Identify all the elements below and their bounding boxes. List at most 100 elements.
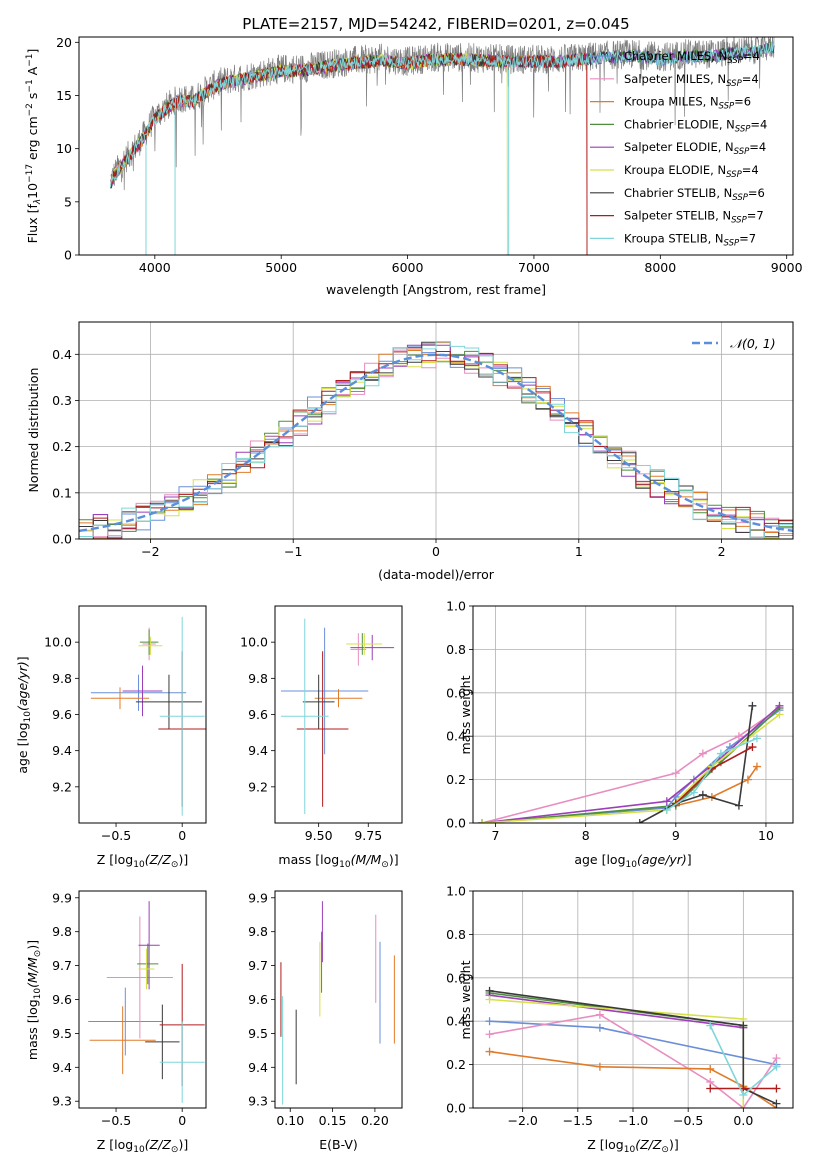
x-axis-label-part: ⊙ [171, 1145, 179, 1155]
y-axis-label: mass weight [458, 675, 473, 754]
panel-mass-vs-EBV: 0.10 0.15 0.20 9.3 9.4 9.5 9.6 9.7 9.8 9.9 E(B-V) [248, 890, 403, 1152]
y-tick-label: 9.2 [248, 779, 268, 794]
x-tick-label: 9000 [771, 260, 803, 275]
y-tick-label: 9.6 [248, 707, 268, 722]
x-axis-label-part: )] [178, 852, 188, 867]
y-axis-label-part: ] [15, 656, 30, 661]
data-marker [485, 1047, 494, 1056]
y-axis-label-part: −1 [25, 54, 35, 67]
y-tick-label: 0.4 [446, 1014, 466, 1029]
data-marker [748, 743, 757, 752]
data-marker [706, 1021, 715, 1030]
x-axis-label-part: 10 [626, 860, 638, 870]
x-tick-label: −0.5 [673, 1113, 703, 1128]
data-marker [662, 805, 671, 814]
y-tick-label: 9.3 [52, 1094, 72, 1109]
x-tick-label: 5000 [265, 260, 297, 275]
y-tick-label: 0.2 [446, 1057, 466, 1072]
panel-residuals: −2 −1 0 1 2 0.0 0.1 0.2 0.3 0.4 𝒩(0, 1) (data-model… [26, 321, 794, 582]
y-tick-label: 9.7 [52, 958, 72, 973]
y-tick-label: 9.8 [52, 671, 72, 686]
y-tick-label: 9.8 [248, 924, 268, 939]
plot-area [79, 322, 793, 539]
axes-frame [274, 605, 403, 824]
legend-subscript: SSP [732, 193, 748, 203]
axes-frame [78, 890, 207, 1109]
legend-subscript: SSP [735, 124, 751, 134]
legend-count: =6 [734, 95, 751, 109]
data-marker [734, 801, 743, 810]
x-tick-label: 0.15 [319, 1113, 347, 1128]
legend-text: Salpeter STELIB, N [624, 209, 731, 223]
x-tick-label: −2 [141, 544, 159, 559]
x-axis-label-part: Z [log [97, 1137, 133, 1152]
y-tick-label: 9.5 [52, 1026, 72, 1041]
y-tick-label: 0.4 [446, 729, 466, 744]
residual-histogram [79, 341, 793, 539]
legend-count: =4 [743, 49, 760, 63]
x-tick-label: 0.0 [733, 1113, 753, 1128]
y-tick-label: 0.4 [52, 347, 72, 362]
data-marker [671, 769, 680, 778]
model-spectrum [110, 52, 508, 255]
plot-area [280, 618, 395, 814]
x-tick-label: 0 [432, 544, 440, 559]
axes-frame [472, 605, 794, 824]
y-tick-label: 5 [64, 194, 72, 209]
x-tick-label: 8000 [644, 260, 676, 275]
legend-count: =4 [742, 72, 759, 86]
legend-count: =7 [747, 209, 764, 223]
mass-weight-line [481, 707, 781, 823]
panel-mass-vs-Z: −0.5 09.39.49.59.69.79.89.9Z [log10(Z/Z⊙)… [25, 890, 207, 1155]
legend-subscript: SSP [731, 216, 747, 226]
y-tick-label: 0.6 [446, 970, 466, 985]
axes-frame [78, 36, 794, 256]
y-tick-label: 10 [56, 141, 72, 156]
plot-area [90, 616, 206, 816]
y-axis-label-part: −2 [25, 103, 35, 116]
x-axis-label-part: (age/yr) [637, 852, 687, 867]
x-axis-label: mass [log10(M/M⊙)] [278, 852, 398, 870]
y-tick-label: 10.0 [44, 635, 72, 650]
x-axis-label-part: )] [669, 1137, 679, 1152]
y-tick-label: 0.3 [52, 393, 72, 408]
x-axis-label: age [log10(age/yr)] [574, 852, 691, 870]
x-tick-label: 2 [718, 544, 726, 559]
mass-weight-line [481, 705, 781, 823]
y-tick-label: 0 [64, 248, 72, 263]
y-axis-label-part: 10 [23, 711, 33, 723]
x-tick-label: −0.5 [101, 828, 131, 843]
y-axis-label-part: Flux [f [25, 204, 40, 244]
data-marker [739, 1104, 748, 1108]
x-tick-label: −1.5 [563, 1113, 593, 1128]
y-axis-label: mass weight [458, 960, 473, 1039]
legend-label: Salpeter ELODIE, NSSP=4 [624, 140, 766, 157]
panel-age-vs-Z: −0.5 09.29.49.69.810.0Z [log10(Z/Z⊙)]age … [15, 605, 207, 870]
y-axis-label-part: λ [33, 199, 43, 205]
x-axis-label-part: 10 [133, 1145, 145, 1155]
y-axis-label-part: −17 [25, 164, 35, 183]
residual-histogram [79, 347, 793, 539]
x-tick-label: 7 [492, 828, 500, 843]
x-tick-label: 7000 [518, 260, 550, 275]
model-spectrum [110, 41, 775, 187]
x-axis-label-part: ] [687, 852, 692, 867]
y-tick-label: 9.6 [248, 992, 268, 1007]
y-tick-label: 20 [56, 35, 72, 50]
x-tick-label: 9.50 [305, 828, 333, 843]
x-axis-label: Z [log10(Z/Z⊙)] [97, 1137, 188, 1155]
x-axis-label-part: (Z/Z [145, 852, 172, 867]
y-tick-label: 0.0 [446, 816, 466, 831]
axes-frame [472, 890, 794, 1109]
x-axis-label-part: (Z/Z [145, 1137, 172, 1152]
y-axis-label-part: ] [25, 49, 40, 54]
y-tick-label: 9.4 [248, 743, 268, 758]
data-marker [734, 732, 743, 741]
x-axis-label: (data-model)/error [378, 567, 495, 582]
plot-area [473, 606, 793, 823]
legend-label: Kroupa MILES, NSSP=6 [624, 95, 751, 112]
x-tick-label: −0.5 [101, 1113, 131, 1128]
plot-area [473, 891, 793, 1108]
panel-age-vs-mass: 9.50 9.75 9.2 9.4 9.6 9.8 10.0 mass [log10(M/M⊙… [240, 605, 403, 870]
